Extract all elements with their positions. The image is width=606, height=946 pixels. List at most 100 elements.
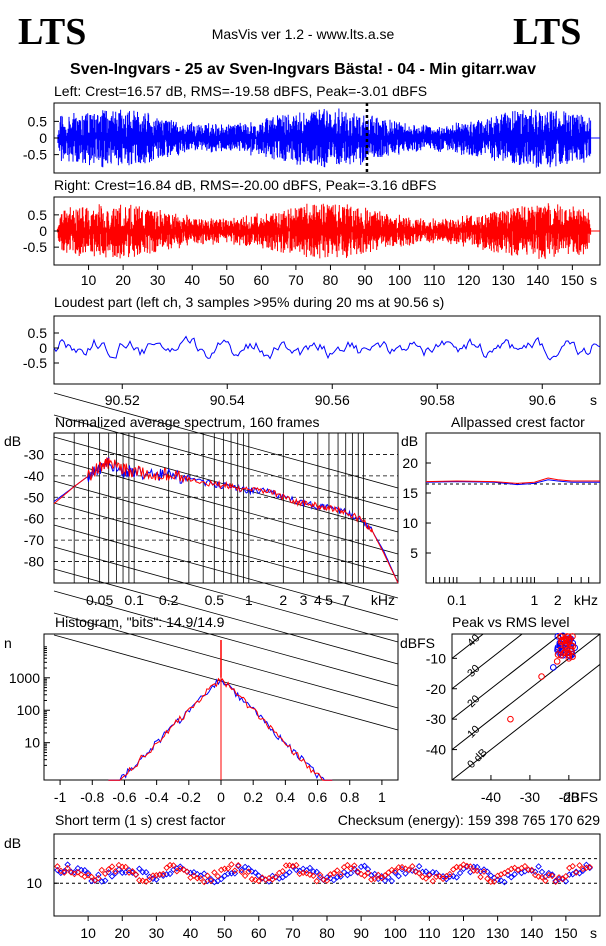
short-term-crest-point [426,872,433,879]
left-waveform-trace [56,108,592,168]
histogram-ytick-label: 1000 [9,670,40,686]
short-term-crest-point [132,871,140,878]
allpassed-ylabel: dB [401,433,418,449]
short-term-crest-point [398,863,406,871]
histogram-xtick-label: -0.8 [80,789,104,805]
short-term-crest-point [74,868,82,876]
histogram-xtick-label: -0.2 [177,789,201,805]
short-term-crest-point [361,872,368,879]
peak-vs-rms-title: Peak vs RMS level [452,614,569,630]
short-term-crest-point [241,872,249,880]
histogram-series-1 [108,677,333,781]
allpassed-crest-ytick-label: 20 [402,455,418,471]
short-term-crest-point [460,861,467,868]
short-term-crest-point [320,876,327,883]
short-term-crest-point [347,865,355,872]
short-term-crest-point [125,866,133,874]
short-term-crest-point [241,863,249,871]
allpassed-crest-xtick-label: 1 [531,592,539,608]
short-term-crest-point [453,874,460,881]
short-term-crest-point [583,861,590,869]
spectrum-title: Normalized average spectrum, 160 frames [55,414,320,430]
short-term-crest-point [275,869,283,877]
spectrum-slope-line [53,590,399,687]
spectrum-slope-line [53,612,399,709]
loudest-part-xtick-label: 90.54 [210,392,245,408]
short-term-crest-point [542,877,549,884]
short-term-crest-point [299,865,307,873]
short-term-crest-point [211,869,218,876]
short-term-crest-point [446,870,454,878]
short-term-crest-point [204,872,211,880]
short-term-crest-point [354,868,361,875]
short-term-crest-point [313,877,320,885]
short-term-crest-point [214,872,222,880]
short-term-crest-point [289,862,297,870]
logo-right: LTS [513,11,581,53]
logo-left: LTS [18,11,86,53]
short-term-crest-point [371,875,379,883]
short-term-crest-point [323,877,331,884]
peak-vs-rms-point [549,664,557,671]
allpassed-crest-series-1 [425,477,600,484]
right-waveform-xtick-label: 20 [115,272,131,288]
short-term-crest-point [190,872,198,879]
short-term-crest-point [368,876,375,883]
short-term-crest-point [351,862,358,869]
short-term-crest-point [78,871,85,878]
histogram-xtick-label: -0.4 [145,789,169,805]
right-waveform-xunit: s [590,272,597,288]
peak-vs-rms-point [507,715,514,723]
spectrum-ytick-label: -70 [24,532,44,548]
histogram-xtick-label: 1 [378,789,386,805]
short-term-crest-point [566,864,573,872]
spectrum-ytick-label: -30 [24,446,44,462]
short-term-crest-point [456,864,464,871]
peak-vs-rms-point [554,633,562,640]
loudest-part-xtick-label: 90.58 [420,392,455,408]
short-term-crest-point [415,863,423,870]
histogram-xtick-label: -0.6 [112,789,136,805]
loudest-part-xtick-label: 90.56 [315,392,350,408]
peak-vs-rms-ytick-label: -30 [426,711,446,727]
short-term-crest-point [432,869,440,877]
right-waveform-xtick-label: 100 [388,272,412,288]
short-term-crest-xtick-label: 120 [452,925,476,941]
short-term-crest-point [576,862,583,869]
right-waveform-xtick-label: 30 [150,272,166,288]
spectrum-xtick-label: 4 [314,592,322,608]
short-term-crest-point [409,863,416,870]
right-waveform-xtick-label: 130 [492,272,516,288]
short-term-crest-point [395,872,402,880]
short-term-crest-point [310,872,317,880]
short-term-crest-point [95,874,102,882]
peak-vs-rms-point [554,651,562,658]
short-term-crest-point [402,870,409,877]
short-term-crest-point [450,866,457,873]
peak-vs-rms-diagonal-label: 40 [465,632,482,649]
short-term-crest-point [422,875,430,882]
allpassed-crest-xtick-label: 2 [554,592,562,608]
loudest-part-xunit: s [590,392,597,408]
short-term-crest-point [477,873,484,881]
short-term-crest-xtick-label: 60 [251,925,267,941]
peak-vs-rms-xlabel: dBFS [563,789,598,805]
short-term-crest-point [81,866,88,874]
short-term-crest-point [258,874,266,881]
peak-vs-rms-diagonal-label: 10 [465,723,482,740]
short-term-crest-point [293,861,300,869]
short-term-crest-point [583,864,590,872]
right-waveform-xtick-label: 70 [288,272,304,288]
short-term-crest-point [487,872,495,879]
allpassed-crest-title: Allpassed crest factor [451,414,585,430]
short-term-crest-point [511,864,518,872]
histogram-xtick-label: -1 [54,789,67,805]
right-waveform-xtick-label: 150 [561,272,585,288]
right-waveform-xtick-label: 50 [219,272,235,288]
short-term-crest-point [282,871,290,879]
short-term-crest-point [508,874,515,881]
short-term-crest-point [293,866,300,874]
short-term-crest-xtick-label: 30 [149,925,165,941]
right-waveform-ytick-label: 0.5 [28,207,48,223]
short-term-crest-xtick-label: 70 [285,925,301,941]
